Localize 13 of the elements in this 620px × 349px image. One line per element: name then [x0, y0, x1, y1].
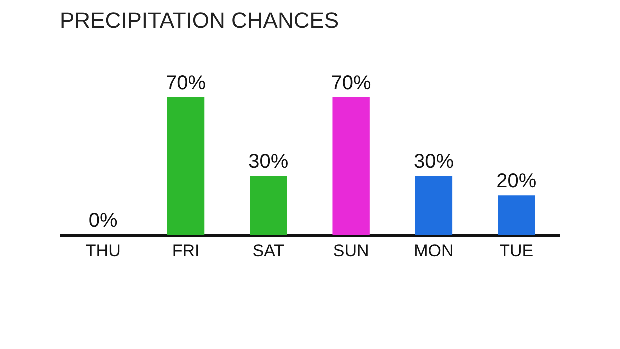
x-tick-label: THU — [86, 242, 121, 260]
data-label: 30% — [248, 151, 289, 174]
data-label: 70% — [166, 72, 206, 94]
x-tick-label: SUN — [333, 242, 370, 260]
x-tick-label: FRI — [172, 242, 200, 260]
x-tick-label: SAT — [252, 242, 285, 260]
x-tick-label: TUE — [500, 242, 534, 260]
data-label: 30% — [414, 151, 454, 174]
chart-title: PRECIPITATION CHANCES — [60, 8, 340, 33]
data-label: 70% — [331, 72, 372, 94]
data-label: 20% — [496, 170, 537, 193]
data-label: 0% — [88, 210, 118, 232]
x-tick-label: MON — [414, 242, 454, 260]
